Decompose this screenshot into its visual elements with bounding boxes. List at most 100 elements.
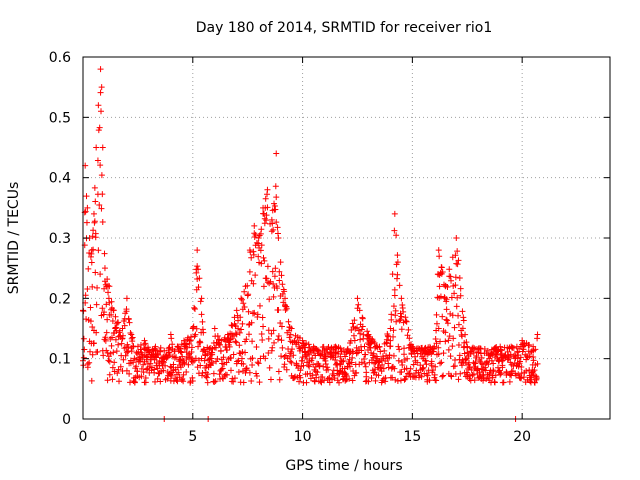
data-point (254, 311, 261, 318)
data-point (497, 371, 504, 378)
data-point (387, 325, 394, 332)
data-point (129, 334, 136, 341)
data-point (97, 271, 104, 278)
data-point (92, 234, 99, 241)
data-point (414, 359, 421, 366)
data-point (92, 198, 99, 205)
data-point (191, 306, 198, 313)
data-point (80, 335, 87, 342)
data-point (285, 318, 292, 325)
data-point (289, 346, 296, 353)
plot-frame (82, 56, 611, 420)
data-point (519, 337, 526, 344)
data-point (94, 284, 101, 291)
data-point (455, 312, 462, 319)
data-point (252, 272, 259, 279)
data-point (152, 378, 159, 385)
data-point (394, 271, 401, 278)
data-point (114, 370, 121, 377)
data-point (394, 252, 401, 259)
data-point (220, 354, 227, 361)
data-point (393, 232, 400, 239)
data-point (439, 373, 446, 380)
data-point (194, 263, 201, 270)
data-point (492, 372, 499, 379)
data-point (459, 308, 466, 315)
data-point (91, 218, 98, 225)
data-point (174, 378, 181, 385)
data-point (426, 377, 433, 384)
data-point (174, 343, 181, 350)
data-point (341, 365, 348, 372)
data-point (255, 253, 262, 260)
data-point (364, 332, 371, 339)
data-point (181, 337, 188, 344)
data-point (192, 355, 199, 362)
data-point (261, 215, 268, 222)
data-point (87, 348, 94, 355)
data-point (452, 282, 459, 289)
data-point (361, 360, 368, 367)
data-point (390, 303, 397, 310)
data-point (451, 324, 458, 331)
data-point (454, 248, 461, 255)
data-point (431, 371, 438, 378)
data-point (309, 355, 316, 362)
data-point (258, 330, 265, 337)
data-point (449, 343, 456, 350)
data-point (361, 355, 368, 362)
ticks: 0 5 10 15 20 0 0.1 0.2 0.3 0.4 0.5 0.6 (49, 50, 610, 445)
data-point (530, 357, 537, 364)
data-point (142, 340, 149, 347)
data-point (365, 378, 372, 385)
data-point (209, 351, 216, 358)
data-point (232, 338, 239, 345)
data-point (98, 172, 105, 179)
data-point (489, 374, 496, 381)
data-point (317, 352, 324, 359)
data-point (108, 298, 115, 305)
data-point (184, 334, 191, 341)
data-point (201, 357, 208, 364)
data-point (270, 226, 277, 233)
data-point (99, 218, 106, 225)
data-point (199, 370, 206, 377)
data-point (311, 366, 318, 373)
data-point (391, 365, 398, 372)
data-point (377, 348, 384, 355)
data-point (428, 358, 435, 365)
data-point (189, 325, 196, 332)
data-point (392, 376, 399, 383)
data-point (368, 375, 375, 382)
data-point (110, 349, 117, 356)
data-point (389, 374, 396, 381)
data-point (229, 375, 236, 382)
data-point (199, 318, 206, 325)
data-point (278, 323, 285, 330)
data-point (305, 362, 312, 369)
data-point (531, 367, 538, 374)
data-point (481, 346, 488, 353)
data-point (432, 363, 439, 370)
data-point (142, 375, 149, 382)
data-point (177, 357, 184, 364)
data-point (246, 369, 253, 376)
data-point (276, 268, 283, 275)
data-point (273, 219, 280, 226)
data-point (260, 283, 267, 290)
data-point (390, 333, 397, 340)
data-point (99, 305, 106, 312)
data-point (120, 356, 127, 363)
data-point (133, 363, 140, 370)
data-point (503, 370, 510, 377)
data-point (314, 369, 321, 376)
data-point (451, 290, 458, 297)
data-point (272, 265, 279, 272)
data-point (283, 366, 290, 373)
data-point (109, 318, 116, 325)
data-point (533, 375, 540, 382)
data-point (85, 265, 92, 272)
data-point (249, 362, 256, 369)
data-point (227, 367, 234, 374)
